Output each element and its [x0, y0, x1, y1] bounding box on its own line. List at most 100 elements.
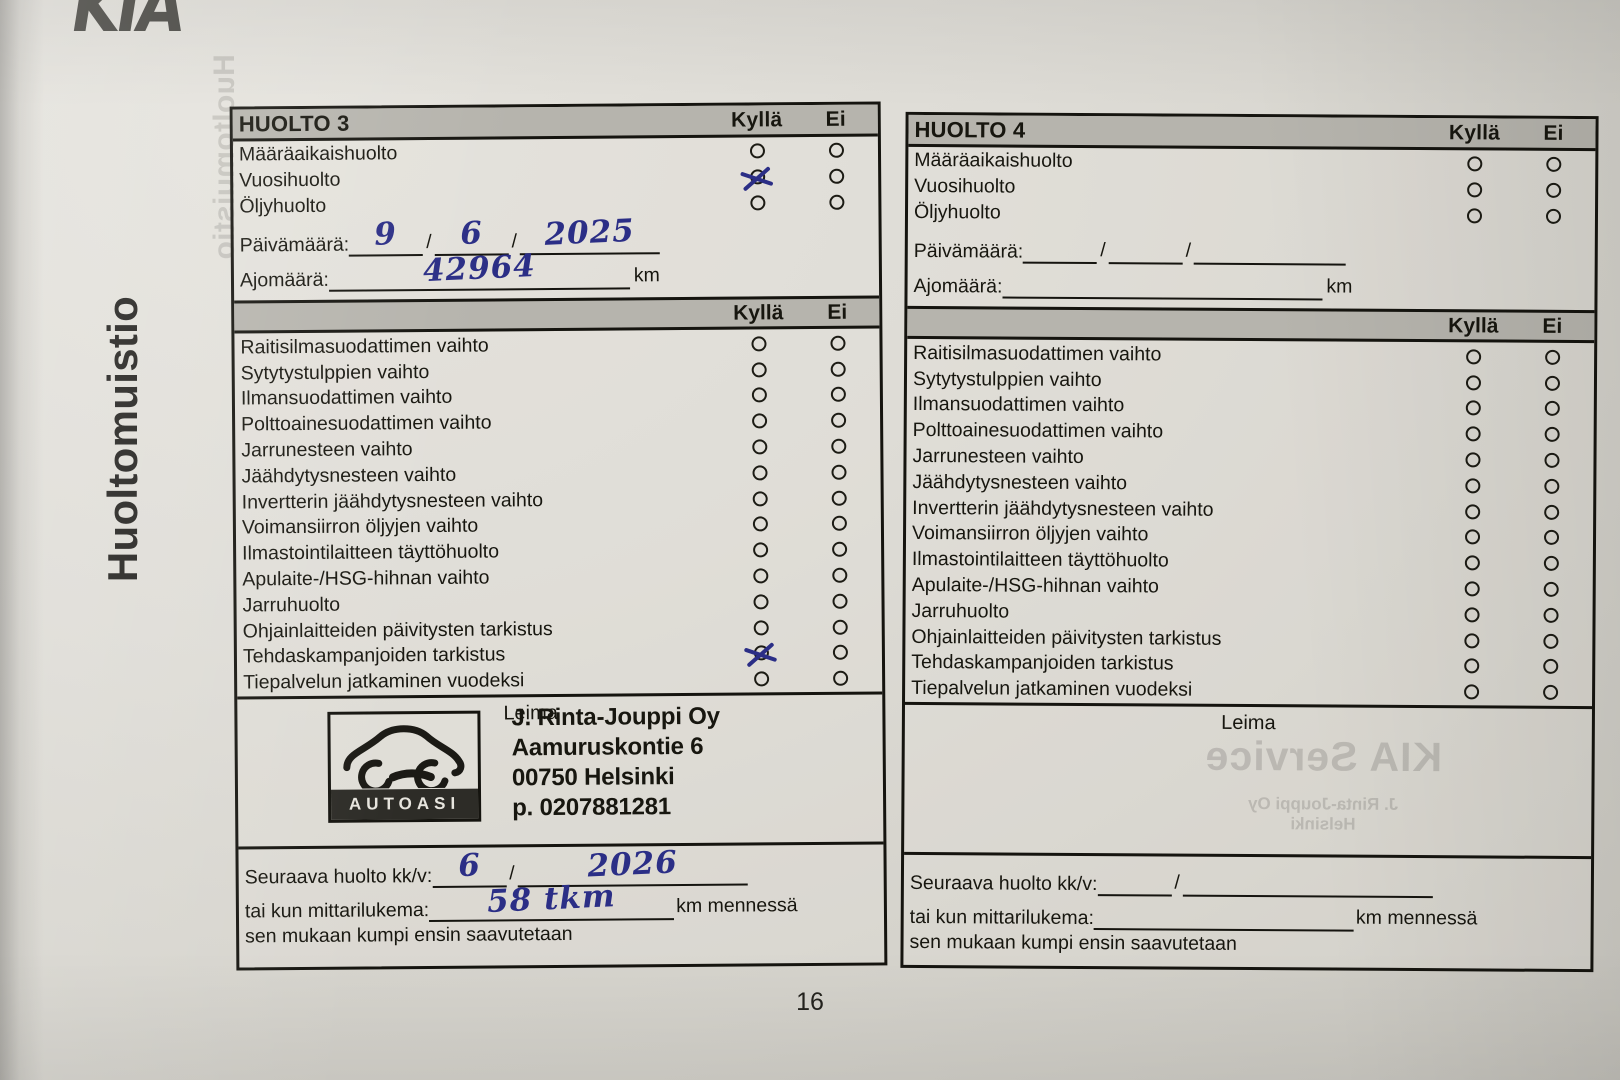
odometer-field[interactable]: 42964 [328, 248, 630, 293]
checkbox-voimansiirron-ljyjen-vaihto-no[interactable] [1515, 530, 1587, 546]
checkbox-ilmastointilaitteen-t-ytt-huolto-yes[interactable] [717, 542, 803, 558]
next-odometer-field[interactable] [1093, 902, 1355, 932]
checkbox-sytytystulppien-vaihto-yes[interactable] [716, 361, 802, 378]
checkbox-apulaite-hsg-hihnan-vaihto-yes[interactable] [1429, 581, 1515, 597]
checklist-item-label: Apulaite-/HSG-hihnan vaihto [911, 573, 1159, 598]
checkbox-jarruhuolto-no[interactable] [1515, 607, 1587, 623]
checkbox-tehdaskampanjoiden-tarkistus-yes[interactable] [1428, 658, 1514, 674]
autoasi-logo: AUTOASI [327, 710, 482, 823]
date-year-field[interactable] [1194, 237, 1347, 266]
next-service-block-4: Seuraava huolto kk/v: / tai kun mittaril… [903, 851, 1592, 962]
checkbox-voimansiirron-ljyjen-vaihto-yes[interactable] [717, 516, 803, 532]
next-service-month-value: 6 [456, 846, 482, 884]
next-service-line: Seuraava huolto kk/v: / [910, 860, 1585, 898]
radio-vuosihuolto-yes[interactable] [714, 165, 800, 192]
checkbox-ilmastointilaitteen-t-ytt-huolto-no[interactable] [1515, 555, 1587, 572]
checkbox-ohjainlaitteiden-p-ivitysten-tarkistus-no[interactable] [804, 619, 876, 635]
date-day-value: 9 [373, 216, 399, 254]
odometer-field[interactable] [1002, 270, 1323, 301]
checklist-rows-4: Raitisilmasuodattimen vaihto Sytytystulpp… [905, 339, 1594, 705]
checkbox-jarruhuolto-yes[interactable] [717, 594, 803, 610]
next-service-month-field[interactable] [1097, 868, 1172, 897]
checkbox-tiepalvelun-jatkaminen-vuodeksi-yes[interactable] [1428, 684, 1514, 700]
ghost-dealer-city: Helsinki [1290, 813, 1356, 834]
radio-oljyhuolto-yes[interactable] [714, 195, 800, 211]
radio-maaraaikaishuolto-no[interactable] [800, 143, 872, 159]
checkbox-ilmastointilaitteen-t-ytt-huolto-yes[interactable] [1429, 555, 1515, 571]
checkbox-polttoainesuodattimen-vaihto-no[interactable] [802, 412, 874, 429]
next-odometer-field[interactable]: 58 tkm [429, 878, 675, 922]
checkbox-jarrunesteen-vaihto-no[interactable] [1515, 452, 1587, 468]
checkbox-ilmansuodattimen-vaihto-no[interactable] [802, 387, 874, 403]
checkbox-tehdaskampanjoiden-tarkistus-no[interactable] [804, 645, 876, 661]
checkbox-apulaite-hsg-hihnan-vaihto-no[interactable] [803, 567, 875, 583]
checkbox-apulaite-hsg-hihnan-vaihto-yes[interactable] [717, 568, 803, 584]
checklist-header-3: Kyllä Ei [234, 295, 880, 334]
checkbox-polttoainesuodattimen-vaihto-yes[interactable] [716, 413, 802, 429]
radio-oljyhuolto-no[interactable] [800, 194, 872, 211]
checkbox-invertterin-j-hdytysnesteen-vaihto-yes[interactable] [717, 490, 803, 507]
checkbox-jarruhuolto-yes[interactable] [1429, 607, 1515, 623]
checkbox-sytytystulppien-vaihto-no[interactable] [802, 361, 874, 377]
checkbox-raitisilmasuodattimen-vaihto-yes[interactable] [1430, 349, 1516, 365]
panel-header-huolto-3: HUOLTO 3 Kyllä Ei [232, 104, 878, 142]
checkbox-ilmansuodattimen-vaihto-yes[interactable] [716, 387, 802, 403]
checkbox-sytytystulppien-vaihto-yes[interactable] [1430, 374, 1516, 391]
checkbox-voimansiirron-ljyjen-vaihto-no[interactable] [803, 516, 875, 532]
checkbox-j-hdytysnesteen-vaihto-no[interactable] [802, 464, 874, 480]
column-header-yes: Kyllä [731, 107, 783, 132]
checkbox-jarrunesteen-vaihto-yes[interactable] [716, 439, 802, 455]
stamp-label: Leima [1221, 711, 1276, 734]
checkbox-invertterin-j-hdytysnesteen-vaihto-no[interactable] [1515, 504, 1587, 520]
whichever-first-note: sen mukaan kumpi ensin saavutetaan [909, 930, 1237, 955]
column-header-yes: Kyllä [1448, 314, 1499, 338]
date-sep-2: / [1185, 239, 1192, 263]
radio-maaraaikaishuolto-no[interactable] [1517, 157, 1589, 173]
checkbox-invertterin-j-hdytysnesteen-vaihto-no[interactable] [803, 490, 875, 506]
date-month-field[interactable] [1108, 236, 1183, 265]
next-service-year-field[interactable] [1182, 869, 1433, 898]
radio-vuosihuolto-no[interactable] [1517, 182, 1589, 199]
checkbox-jarrunesteen-vaihto-yes[interactable] [1429, 452, 1515, 468]
checkbox-voimansiirron-ljyjen-vaihto-yes[interactable] [1429, 529, 1515, 545]
radio-maaraaikaishuolto-yes[interactable] [714, 143, 800, 159]
radio-maaraaikaishuolto-yes[interactable] [1431, 156, 1517, 172]
checkbox-ilmansuodattimen-vaihto-no[interactable] [1516, 401, 1588, 417]
checkbox-polttoainesuodattimen-vaihto-yes[interactable] [1430, 426, 1516, 442]
date-sep-1: / [1100, 239, 1106, 262]
checkbox-polttoainesuodattimen-vaihto-no[interactable] [1516, 426, 1588, 443]
checklist-item-label: Voimansiirron öljyjen vaihto [911, 522, 1149, 546]
radio-vuosihuolto-no[interactable] [800, 168, 872, 185]
checkbox-raitisilmasuodattimen-vaihto-no[interactable] [801, 335, 873, 351]
next-odometer-line: tai kun mittarilukema: km mennessä [910, 894, 1585, 932]
checkbox-ohjainlaitteiden-p-ivitysten-tarkistus-yes[interactable] [1428, 632, 1514, 649]
checkbox-ilmansuodattimen-vaihto-yes[interactable] [1430, 400, 1516, 416]
radio-vuosihuolto-yes[interactable] [1431, 182, 1517, 198]
checkbox-invertterin-j-hdytysnesteen-vaihto-yes[interactable] [1429, 503, 1515, 520]
column-header-no: Ei [1542, 314, 1563, 338]
checkbox-tehdaskampanjoiden-tarkistus-yes[interactable] [718, 641, 804, 668]
checkbox-apulaite-hsg-hihnan-vaihto-no[interactable] [1515, 581, 1587, 597]
checkbox-ilmastointilaitteen-t-ytt-huolto-no[interactable] [803, 541, 875, 558]
date-day-field[interactable] [1023, 236, 1098, 265]
checkbox-raitisilmasuodattimen-vaihto-yes[interactable] [715, 336, 801, 352]
next-service-label: Seuraava huolto kk/v: [909, 871, 1098, 895]
checkbox-tehdaskampanjoiden-tarkistus-no[interactable] [1514, 659, 1586, 675]
checkbox-raitisilmasuodattimen-vaihto-no[interactable] [1516, 349, 1588, 365]
checklist-item-label: Raitisilmasuodattimen vaihto [240, 334, 489, 359]
radio-oljyhuolto-yes[interactable] [1431, 208, 1517, 224]
radio-oljyhuolto-no[interactable] [1517, 208, 1589, 224]
checkbox-ohjainlaitteiden-p-ivitysten-tarkistus-no[interactable] [1514, 633, 1586, 649]
checklist-item-label: Sytytystulppien vaihto [912, 367, 1102, 391]
checkbox-jarruhuolto-no[interactable] [803, 593, 875, 609]
checkbox-jarrunesteen-vaihto-no[interactable] [802, 438, 874, 454]
checkbox-sytytystulppien-vaihto-no[interactable] [1516, 375, 1588, 391]
checkbox-j-hdytysnesteen-vaihto-yes[interactable] [716, 465, 802, 481]
checkbox-tiepalvelun-jatkaminen-vuodeksi-yes[interactable] [718, 671, 804, 687]
checkbox-j-hdytysnesteen-vaihto-no[interactable] [1515, 478, 1587, 494]
checkbox-tiepalvelun-jatkaminen-vuodeksi-no[interactable] [1514, 684, 1586, 701]
checkbox-j-hdytysnesteen-vaihto-yes[interactable] [1429, 478, 1515, 494]
column-header-no: Ei [827, 300, 848, 324]
checkbox-tiepalvelun-jatkaminen-vuodeksi-no[interactable] [804, 670, 876, 687]
checkbox-ohjainlaitteiden-p-ivitysten-tarkistus-yes[interactable] [718, 619, 804, 636]
